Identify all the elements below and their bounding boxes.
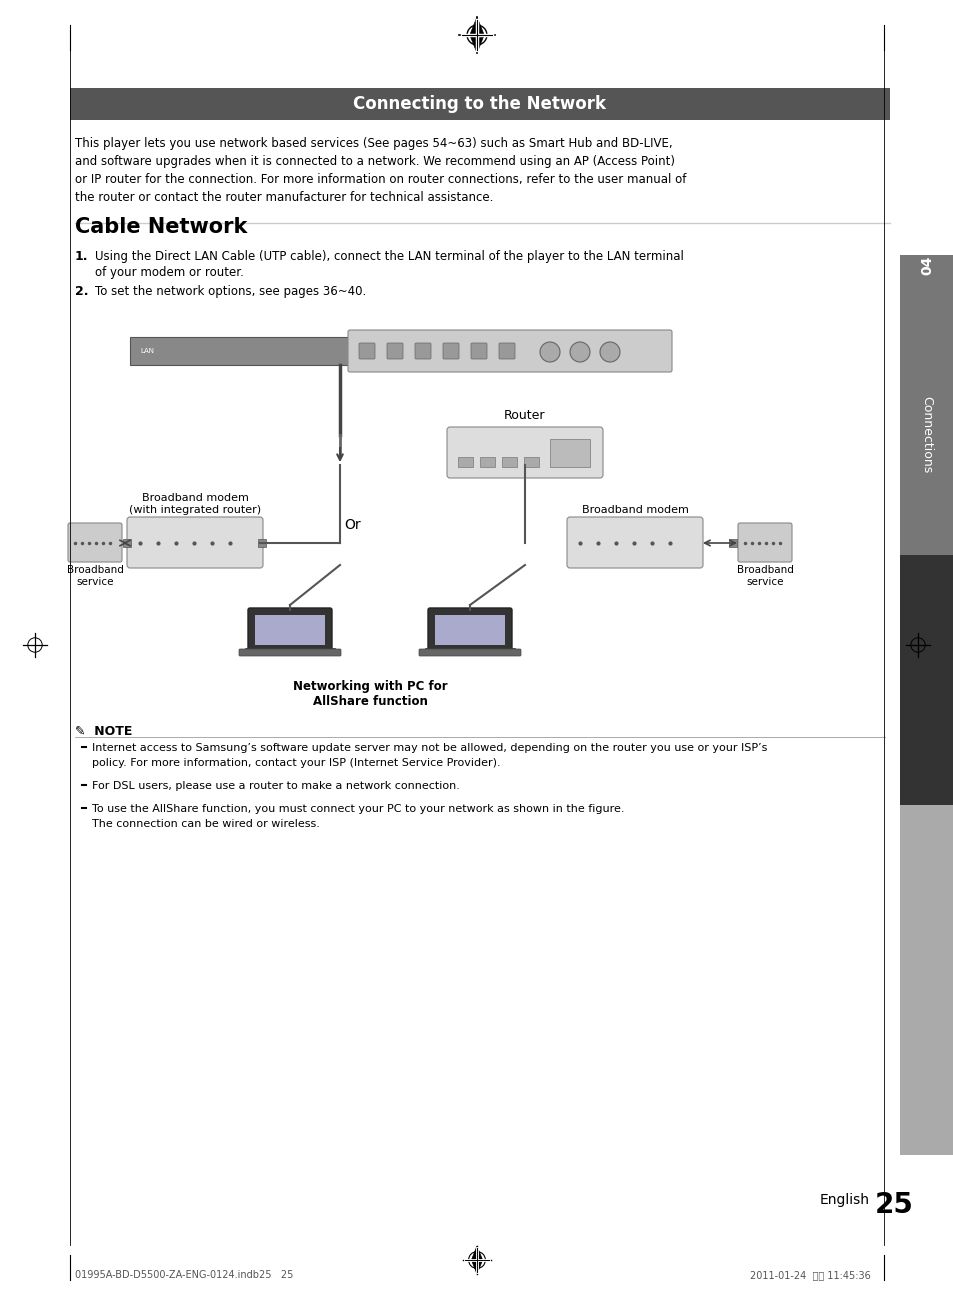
Text: and software upgrades when it is connected to a network. We recommend using an A: and software upgrades when it is connect… (75, 155, 675, 168)
FancyBboxPatch shape (123, 539, 131, 547)
Text: Broadband
service: Broadband service (67, 565, 123, 587)
Text: 01995A-BD-D5500-ZA-ENG-0124.indb25   25: 01995A-BD-D5500-ZA-ENG-0124.indb25 25 (75, 1270, 294, 1280)
Text: or IP router for the connection. For more information on router connections, ref: or IP router for the connection. For mor… (75, 174, 685, 187)
Text: 1.: 1. (75, 251, 89, 264)
FancyBboxPatch shape (130, 337, 350, 365)
Text: Broadband
service: Broadband service (736, 565, 793, 587)
FancyBboxPatch shape (239, 649, 340, 656)
FancyBboxPatch shape (127, 517, 263, 568)
Text: Networking with PC for
AllShare function: Networking with PC for AllShare function (293, 680, 447, 709)
Text: Cable Network: Cable Network (75, 217, 247, 238)
FancyBboxPatch shape (738, 523, 791, 562)
FancyBboxPatch shape (550, 438, 589, 467)
Text: 04: 04 (919, 256, 933, 274)
Text: ✎  NOTE: ✎ NOTE (75, 726, 132, 739)
Text: Router: Router (504, 408, 545, 422)
Text: policy. For more information, contact your ISP (Internet Service Provider).: policy. For more information, contact yo… (91, 758, 500, 769)
FancyBboxPatch shape (68, 523, 122, 562)
Polygon shape (469, 17, 484, 54)
FancyBboxPatch shape (70, 87, 889, 120)
FancyBboxPatch shape (257, 539, 266, 547)
Text: To set the network options, see pages 36~40.: To set the network options, see pages 36… (95, 284, 366, 298)
Text: This player lets you use network based services (See pages 54~63) such as Smart : This player lets you use network based s… (75, 137, 672, 150)
FancyBboxPatch shape (442, 343, 458, 359)
FancyBboxPatch shape (447, 427, 602, 478)
Text: To use the AllShare function, you must connect your PC to your network as shown : To use the AllShare function, you must c… (91, 804, 624, 814)
FancyBboxPatch shape (428, 608, 512, 652)
FancyBboxPatch shape (457, 457, 473, 467)
Text: Or: Or (344, 518, 361, 532)
Text: Internet access to Samsung’s software update server may not be allowed, dependin: Internet access to Samsung’s software up… (91, 743, 766, 753)
Text: Broadband modem: Broadband modem (581, 505, 688, 515)
Polygon shape (471, 1246, 482, 1274)
Text: of your modem or router.: of your modem or router. (95, 266, 244, 279)
FancyBboxPatch shape (899, 254, 953, 555)
Text: LAN: LAN (140, 348, 153, 354)
FancyBboxPatch shape (424, 649, 515, 652)
Text: Connecting to the Network: Connecting to the Network (354, 95, 606, 114)
FancyBboxPatch shape (899, 555, 953, 805)
FancyBboxPatch shape (899, 805, 953, 1155)
Text: 25: 25 (874, 1191, 913, 1219)
FancyBboxPatch shape (254, 615, 325, 645)
FancyBboxPatch shape (387, 343, 402, 359)
FancyBboxPatch shape (248, 608, 332, 652)
Text: 2011-01-24  오전 11:45:36: 2011-01-24 오전 11:45:36 (749, 1270, 870, 1280)
Circle shape (539, 342, 559, 361)
FancyBboxPatch shape (348, 330, 671, 372)
Circle shape (599, 342, 619, 361)
Text: 2.: 2. (75, 284, 89, 298)
Text: English: English (820, 1193, 869, 1207)
FancyBboxPatch shape (418, 649, 520, 656)
FancyBboxPatch shape (479, 457, 495, 467)
FancyBboxPatch shape (501, 457, 517, 467)
Circle shape (569, 342, 589, 361)
FancyBboxPatch shape (566, 517, 702, 568)
Text: the router or contact the router manufacturer for technical assistance.: the router or contact the router manufac… (75, 191, 493, 204)
FancyBboxPatch shape (523, 457, 538, 467)
Text: For DSL users, please use a router to make a network connection.: For DSL users, please use a router to ma… (91, 780, 459, 791)
Text: Broadband modem
(with integrated router): Broadband modem (with integrated router) (129, 493, 261, 515)
FancyBboxPatch shape (435, 615, 504, 645)
FancyBboxPatch shape (358, 343, 375, 359)
FancyBboxPatch shape (471, 343, 486, 359)
FancyBboxPatch shape (498, 343, 515, 359)
FancyBboxPatch shape (245, 649, 335, 652)
FancyBboxPatch shape (728, 539, 737, 547)
Text: The connection can be wired or wireless.: The connection can be wired or wireless. (91, 820, 319, 829)
Text: Connections: Connections (920, 397, 933, 474)
Text: Using the Direct LAN Cable (UTP cable), connect the LAN terminal of the player t: Using the Direct LAN Cable (UTP cable), … (95, 251, 683, 264)
FancyBboxPatch shape (415, 343, 431, 359)
